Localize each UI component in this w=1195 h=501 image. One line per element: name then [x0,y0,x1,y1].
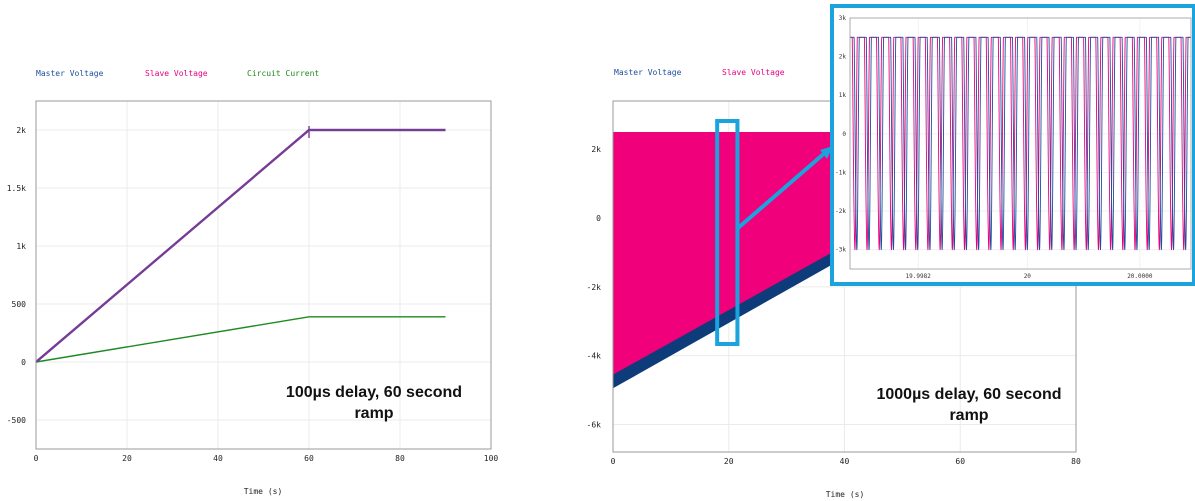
legend-master-voltage: Master Voltage [614,68,682,77]
x-tick-label: 0 [34,454,39,463]
y-tick-label: 2k [16,126,26,135]
inset-x-tick-label: 19.9982 [906,273,932,280]
zoom-callout [715,119,833,346]
y-tick-label: -500 [7,416,26,425]
inset-plot-frame [849,17,1192,270]
inset-x-tick-labels: 19.9982 20 20.0000 [906,273,1153,280]
chart-left: Master Voltage Slave Voltage Circuit Cur… [7,69,499,496]
zoom-callout-arrow [736,149,829,231]
x-tick-label: 60 [304,454,314,463]
plot-marks [613,132,845,389]
inset-y-tick-label: -2k [835,208,846,215]
inset-y-tick-label: 0 [842,131,846,138]
series-line-circuit-current [35,316,446,363]
inset-y-tick-label: 3k [839,15,847,22]
inset-y-tick-label: 2k [839,54,847,61]
chart-right: Master Voltage Slave Voltage 0 20 40 60 80 -… [587,68,1081,499]
x-tick-label: 40 [840,457,850,466]
series-band-slave-voltage [613,132,845,375]
zoom-callout-arrowhead [820,146,833,159]
inset-x-tick-label: 20.0000 [1127,273,1153,280]
inset-y-tick-label: -3k [835,247,846,254]
x-axis-title: Time (s) [244,487,283,496]
x-tick-label: 40 [213,454,223,463]
inset-y-tick-label: 1k [839,92,847,99]
x-axis-title: Time (s) [826,490,865,499]
y-tick-label: -4k [587,352,602,361]
annotation-line-2: ramp [949,407,988,424]
plot-marks [35,126,446,363]
zoom-highlight-box [715,119,740,346]
inset-y-tick-label: -1k [835,169,846,176]
zoom-inset: -3k -2k -1k 0 1k 2k 3k 19.9982 20 20.0000 [830,4,1195,286]
x-tick-label: 80 [395,454,405,463]
inset-y-tick-labels: -3k -2k -1k 0 1k 2k 3k [835,15,846,254]
x-tick-label: 20 [724,457,734,466]
y-tick-label: 1.5k [7,184,26,193]
y-tick-label: 2k [591,145,601,154]
annotation-line-1: 100µs delay, 60 second [286,384,462,401]
x-tick-label: 60 [955,457,965,466]
inset-x-tick-label: 20 [1024,273,1032,280]
y-tick-label: 1k [16,242,26,251]
plot-frame [35,100,492,450]
annotation-line-2: ramp [354,405,393,422]
y-tick-label: 0 [21,358,26,367]
x-tick-labels: 0 20 40 60 80 [611,457,1081,466]
y-tick-labels: -6k -4k -2k 0 2k [587,145,602,429]
legend-slave-voltage: Slave Voltage [145,69,208,78]
inset-series-line-master-voltage [850,36,1191,251]
legend-circuit-current: Circuit Current [247,69,319,78]
y-tick-label: -6k [587,420,602,429]
annotation-line-1: 1000µs delay, 60 second [876,386,1061,403]
y-tick-label: 500 [12,300,27,309]
y-tick-labels: -500 0 500 1k 1.5k 2k [7,126,26,425]
y-tick-label: 0 [596,214,601,223]
x-tick-label: 80 [1071,457,1081,466]
inset-marks [850,36,1191,251]
y-tick-label: -2k [587,283,602,292]
x-tick-label: 0 [611,457,616,466]
x-tick-labels: 0 20 40 60 80 100 [34,454,499,463]
x-tick-label: 100 [484,454,499,463]
legend-slave-voltage: Slave Voltage [722,68,785,77]
legend-master-voltage: Master Voltage [36,69,104,78]
x-tick-label: 20 [122,454,132,463]
